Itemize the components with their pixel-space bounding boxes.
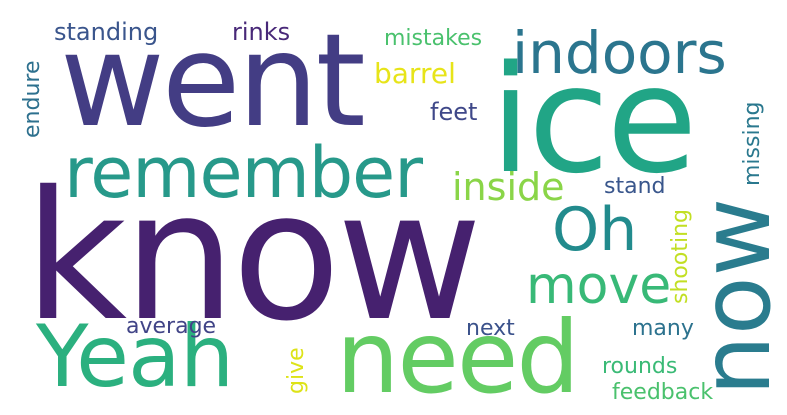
word-many: many	[632, 316, 694, 341]
word-endure: endure	[20, 60, 45, 138]
word-move: move	[526, 256, 672, 316]
word-missing: missing	[740, 101, 765, 187]
word-rounds: rounds	[602, 354, 678, 379]
word-yeah: Yeah	[36, 307, 234, 407]
word-give: give	[284, 347, 309, 394]
word-rinks: rinks	[232, 18, 291, 46]
word-stand: stand	[604, 174, 666, 199]
word-shooting: shooting	[668, 209, 693, 304]
word-know: know	[24, 153, 482, 360]
word-inside: inside	[452, 165, 565, 209]
word-feet: feet	[430, 98, 478, 126]
word-standing: standing	[54, 18, 159, 46]
word-barrel: barrel	[374, 57, 456, 90]
word-average: average	[126, 314, 217, 339]
word-remember: remember	[64, 132, 423, 214]
word-next: next	[466, 316, 515, 341]
word-feedback: feedback	[612, 380, 714, 405]
word-went: went	[60, 7, 366, 156]
word-indoors: indoors	[512, 19, 727, 87]
word-mistakes: mistakes	[384, 26, 483, 51]
word-ice: ice	[490, 34, 698, 206]
word-oh: Oh	[552, 195, 638, 265]
word-need: need	[336, 299, 580, 415]
word-now: now	[680, 197, 787, 396]
